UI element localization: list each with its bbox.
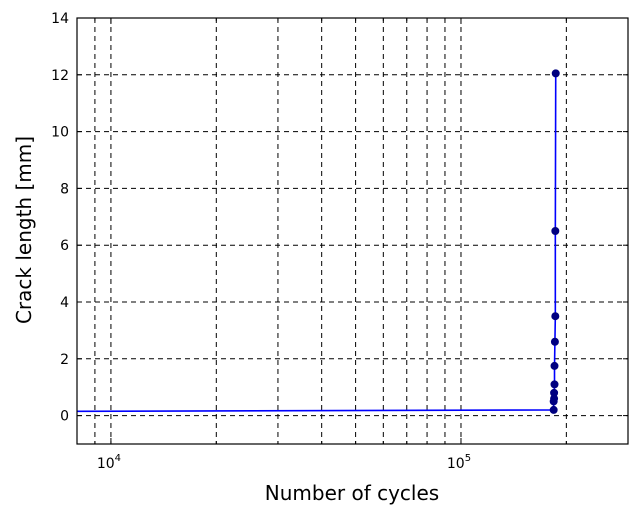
data-point [550,388,559,397]
data-point [551,226,560,235]
plot-frame [76,17,629,445]
data-point [550,361,559,370]
series-line [76,72,557,413]
y-tick-label: 12 [51,68,69,84]
y-tick-label: 10 [51,125,69,141]
data-point [550,380,559,389]
data-point [551,312,560,321]
x-tick-label: 104 [97,453,121,472]
series-layer [76,69,560,414]
y-tick-label: 8 [60,181,69,197]
data-point [550,337,559,346]
y-axis-label: Crack length [mm] [12,136,36,324]
grid [76,17,629,444]
x-tick-label: 105 [447,453,471,472]
y-axis-ticks: 0 2 4 6 8 10 12 14 [51,11,628,425]
y-tick-label: 6 [60,238,69,254]
y-tick-label: 4 [60,295,69,311]
y-tick-label: 14 [51,11,69,27]
x-axis-ticks: 104 105 [76,18,629,472]
axes-frame [76,17,629,445]
data-point [551,69,560,78]
y-tick-label: 2 [60,352,69,368]
data-point [549,405,558,414]
x-axis-label: Number of cycles [265,481,439,505]
y-tick-label: 0 [60,409,69,425]
